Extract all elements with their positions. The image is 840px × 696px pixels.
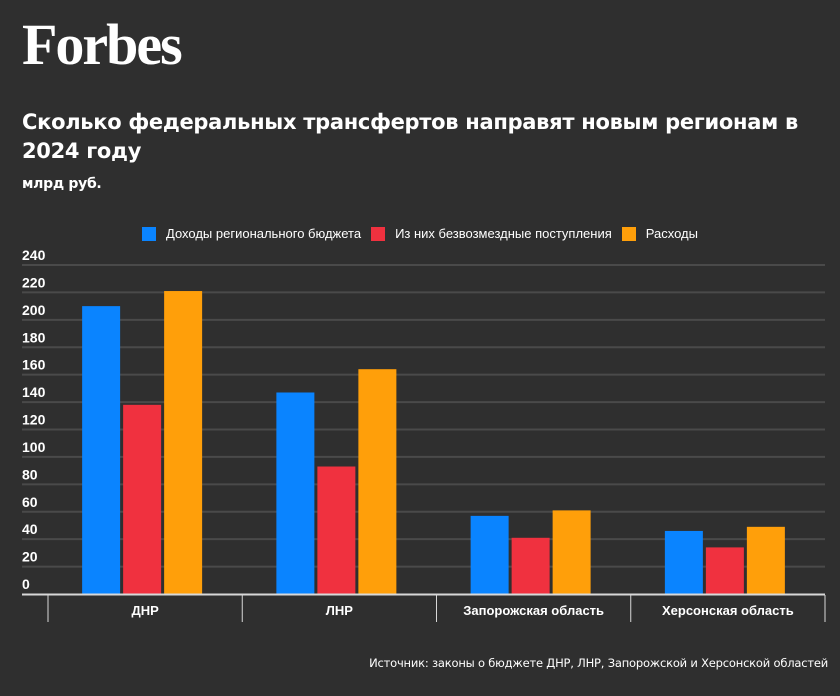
source-note: Источник: законы о бюджете ДНР, ЛНР, Зап… <box>369 656 828 670</box>
bar <box>511 537 550 594</box>
legend-label-expenses: Расходы <box>645 226 698 241</box>
x-category-label: Херсонская область <box>662 603 794 618</box>
bar <box>82 306 121 594</box>
x-category-label: ЛНР <box>326 603 354 618</box>
chart-subtitle: млрд руб. <box>22 176 102 192</box>
legend-label-revenue: Доходы регионального бюджета <box>166 226 362 241</box>
y-tick-label: 40 <box>22 521 38 537</box>
bar <box>317 466 356 594</box>
y-tick-label: 120 <box>22 412 46 428</box>
bar <box>746 526 785 594</box>
y-tick-label: 80 <box>22 466 38 482</box>
legend-item-expenses: Расходы <box>621 226 698 241</box>
legend-swatch-transfers <box>371 226 386 241</box>
legend-swatch-revenue <box>142 226 156 241</box>
legend-item-transfers: Из них безвозмездные поступления <box>371 226 612 241</box>
y-tick-label: 200 <box>22 302 46 318</box>
y-tick-label: 0 <box>22 576 30 592</box>
x-category-label: ДНР <box>131 603 159 618</box>
y-tick-label: 140 <box>22 384 46 400</box>
bar <box>123 404 162 594</box>
forbes-logo: Forbes <box>22 12 183 77</box>
bar <box>552 510 591 594</box>
y-tick-label: 220 <box>22 274 46 290</box>
legend-label-transfers: Из них безвозмездные поступления <box>395 226 612 241</box>
y-tick-label: 20 <box>22 549 38 565</box>
y-tick-label: 240 <box>22 247 46 263</box>
bar <box>705 547 744 594</box>
legend-swatch-expenses <box>621 226 636 241</box>
bar <box>164 291 203 594</box>
y-tick-label: 180 <box>22 329 46 345</box>
legend-item-revenue: Доходы регионального бюджета <box>142 226 361 241</box>
chart-title: Сколько федеральных трансфертов направят… <box>22 110 798 163</box>
bar <box>358 369 397 594</box>
bar <box>276 392 315 594</box>
y-tick-label: 60 <box>22 494 38 510</box>
y-tick-label: 160 <box>22 357 46 373</box>
y-tick-label: 100 <box>22 439 46 455</box>
chart-legend: Доходы регионального бюджета Из них безв… <box>0 226 840 241</box>
bar <box>664 530 703 594</box>
x-category-label: Запорожская область <box>463 603 604 618</box>
bar <box>470 515 509 594</box>
